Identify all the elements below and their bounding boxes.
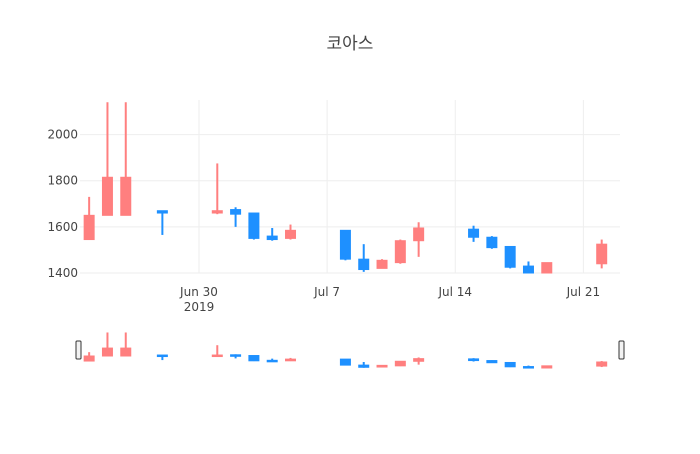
mini-candle bbox=[486, 360, 498, 364]
mini-candle bbox=[285, 357, 297, 362]
y-tick-label: 1400 bbox=[47, 266, 78, 280]
y-tick-label: 2000 bbox=[47, 128, 78, 142]
mini-candle bbox=[83, 352, 95, 362]
candle bbox=[339, 229, 351, 261]
candle-body bbox=[468, 228, 480, 238]
candle-body bbox=[230, 354, 242, 357]
candle-body bbox=[358, 364, 370, 368]
candle bbox=[468, 225, 480, 242]
candle-body bbox=[394, 240, 406, 264]
candle-body bbox=[266, 235, 278, 241]
candle-body bbox=[211, 210, 223, 214]
candle-body bbox=[596, 243, 608, 265]
candle-body bbox=[541, 262, 553, 274]
mini-candle bbox=[339, 358, 351, 366]
x-tick-label: Jul 7 bbox=[313, 285, 340, 299]
mini-candle bbox=[266, 358, 278, 363]
y-tick-label: 1600 bbox=[47, 220, 78, 234]
candle-body bbox=[541, 365, 553, 369]
candle bbox=[358, 244, 370, 272]
y-tick-label: 1800 bbox=[47, 174, 78, 188]
candle-body bbox=[358, 258, 370, 271]
candle-body bbox=[101, 347, 113, 357]
candle-body bbox=[522, 265, 534, 274]
candle-body bbox=[120, 176, 132, 216]
mini-candle bbox=[358, 362, 370, 368]
mini-candle bbox=[541, 365, 553, 369]
mini-candle bbox=[468, 358, 480, 362]
x-tick-label: Jul 14 bbox=[437, 285, 472, 299]
candle-body bbox=[285, 358, 297, 362]
candle-body bbox=[339, 358, 351, 366]
candle-body bbox=[83, 355, 95, 362]
candle-body bbox=[486, 360, 498, 364]
candle bbox=[413, 222, 425, 257]
candle-body bbox=[120, 347, 132, 357]
candle bbox=[394, 239, 406, 264]
candle-body bbox=[376, 364, 388, 368]
candle-body bbox=[468, 358, 480, 362]
candle bbox=[266, 228, 278, 241]
candle-body bbox=[504, 245, 516, 268]
mini-candle bbox=[120, 332, 132, 357]
range-slider-right-handle[interactable] bbox=[618, 340, 625, 360]
candle bbox=[230, 207, 242, 227]
candle bbox=[120, 102, 132, 216]
range-slider[interactable] bbox=[75, 332, 625, 369]
candle-body bbox=[522, 366, 534, 369]
candle-body bbox=[156, 354, 168, 358]
mini-candle bbox=[230, 354, 242, 359]
candle bbox=[285, 224, 297, 240]
x-tick-sublabel: 2019 bbox=[184, 300, 215, 314]
candle-body bbox=[248, 355, 260, 362]
chart-title: 코아스 bbox=[327, 34, 374, 54]
candle bbox=[248, 212, 260, 240]
candle-body bbox=[504, 361, 516, 368]
candle-body bbox=[394, 360, 406, 367]
candle-body bbox=[230, 209, 242, 215]
mini-candle bbox=[211, 345, 223, 358]
candle-body bbox=[156, 210, 168, 214]
mini-candle bbox=[413, 357, 425, 365]
candle-body bbox=[83, 214, 95, 241]
candle bbox=[596, 239, 608, 269]
mini-candle bbox=[522, 365, 534, 369]
candle-body bbox=[486, 236, 498, 249]
mini-candle bbox=[376, 364, 388, 368]
candle-body bbox=[101, 176, 113, 216]
candle bbox=[211, 163, 223, 215]
x-tick-label: Jul 21 bbox=[566, 285, 601, 299]
mini-candle bbox=[248, 355, 260, 362]
candle-body bbox=[413, 227, 425, 242]
mini-candle bbox=[394, 360, 406, 367]
candle-body bbox=[596, 361, 608, 367]
candle-body bbox=[266, 359, 278, 363]
x-tick-label: Jun 30 bbox=[179, 285, 218, 299]
candle bbox=[541, 262, 553, 274]
candle-body bbox=[285, 229, 297, 239]
mini-candle bbox=[101, 332, 113, 357]
candle-body bbox=[248, 212, 260, 239]
candle bbox=[101, 102, 113, 216]
candle bbox=[504, 245, 516, 269]
candle bbox=[83, 196, 95, 241]
mini-candle bbox=[504, 361, 516, 368]
mini-candle bbox=[156, 354, 168, 361]
candle-body bbox=[413, 358, 425, 362]
candle bbox=[376, 259, 388, 269]
mini-candle bbox=[596, 361, 608, 368]
candle bbox=[486, 236, 498, 249]
candles-layer bbox=[83, 102, 608, 274]
range-slider-left-handle[interactable] bbox=[75, 340, 82, 360]
candle-body bbox=[376, 259, 388, 269]
candle-body bbox=[339, 229, 351, 260]
candle bbox=[156, 210, 168, 235]
candle bbox=[522, 261, 534, 274]
candle-body bbox=[211, 354, 223, 358]
